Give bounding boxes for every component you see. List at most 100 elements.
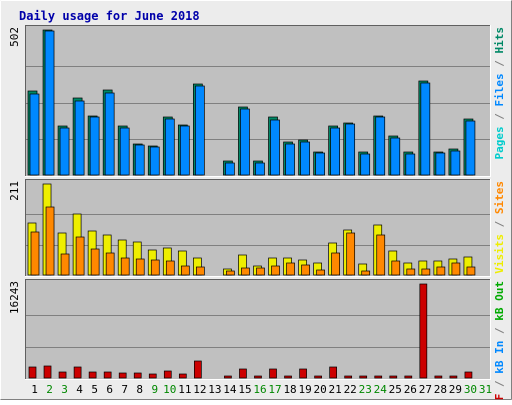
bar-sites-day-22 xyxy=(346,232,356,276)
x-tick-label: 20 xyxy=(314,383,327,396)
bar-sites-day-17 xyxy=(271,265,280,276)
bar-files-day-21 xyxy=(330,127,340,176)
bar-sites-day-1 xyxy=(30,231,40,276)
x-tick-label: 17 xyxy=(268,383,281,396)
bar-files-day-10 xyxy=(164,118,175,176)
bar-sites-day-25 xyxy=(391,260,401,276)
bar-sites-day-4 xyxy=(75,236,85,276)
x-tick-label: 28 xyxy=(434,383,447,396)
bar-files-day-1 xyxy=(29,93,40,176)
bar-sites-day-11 xyxy=(180,265,190,276)
bar-files-day-8 xyxy=(134,144,145,176)
series-legend: Visits / Sites xyxy=(493,181,506,274)
bar-kbytes-day-28 xyxy=(434,375,443,379)
x-tick-label: 26 xyxy=(404,383,417,396)
bar-sites-day-5 xyxy=(90,248,100,276)
bar-sites-day-24 xyxy=(376,234,386,276)
x-tick-label: 11 xyxy=(178,383,191,396)
x-tick-label: 10 xyxy=(163,383,176,396)
bar-files-day-24 xyxy=(375,116,386,176)
bar-sites-day-16 xyxy=(256,267,265,276)
x-tick-label: 30 xyxy=(464,383,477,396)
panel-background xyxy=(25,179,491,277)
series-legend: Pages / Files / Hits xyxy=(493,27,506,160)
bar-files-day-28 xyxy=(435,152,446,176)
x-tick-label: 12 xyxy=(193,383,206,396)
bar-kbytes-day-25 xyxy=(389,375,398,379)
bar-kbytes-day-6 xyxy=(103,371,112,379)
bar-kbytes-day-4 xyxy=(73,366,82,379)
bar-kbytes-day-2 xyxy=(43,365,52,379)
bar-files-day-19 xyxy=(300,141,310,176)
bar-sites-day-30 xyxy=(466,266,476,276)
panel-1: 502 Pages / Files / Hits xyxy=(8,25,506,177)
bar-sites-day-10 xyxy=(165,260,175,276)
legend-entry: Hits xyxy=(493,27,506,60)
bar-files-day-2 xyxy=(44,30,55,176)
bar-kbytes-day-22 xyxy=(344,375,353,379)
bar-sites-day-2 xyxy=(45,206,55,276)
bar-files-day-7 xyxy=(119,127,130,176)
bar-kbytes-day-16 xyxy=(254,375,262,379)
bar-sites-day-18 xyxy=(286,262,295,276)
bar-sites-day-29 xyxy=(451,262,461,276)
legend-entry: Sites xyxy=(493,181,506,221)
legend-entry: Files xyxy=(493,73,506,113)
bar-kbytes-day-30 xyxy=(464,371,473,379)
bar-files-day-25 xyxy=(390,137,401,176)
bar-files-day-3 xyxy=(59,127,70,176)
bar-sites-day-9 xyxy=(150,259,160,276)
x-tick-label: 23 xyxy=(359,383,372,396)
bar-files-day-16 xyxy=(255,162,265,176)
bar-files-day-15 xyxy=(240,108,250,176)
panel-2: 211 Visits / Sites xyxy=(8,179,506,277)
bar-files-day-18 xyxy=(285,143,295,176)
bar-files-day-17 xyxy=(270,119,280,176)
legend-entry: / xyxy=(493,113,506,127)
chart-title: Daily usage for June 2018 xyxy=(19,9,200,23)
legend-entry: / xyxy=(493,220,506,234)
x-tick-label: 5 xyxy=(91,383,98,396)
bar-kbytes-day-26 xyxy=(404,375,413,379)
x-tick-label: 4 xyxy=(76,383,83,396)
bar-kbytes-day-3 xyxy=(58,371,67,379)
legend-entry: Pages xyxy=(493,126,506,159)
panel-3: 16243 kB F / kB In / kB Out xyxy=(8,279,506,405)
legend-entry: Visits xyxy=(493,234,506,274)
bar-sites-day-19 xyxy=(301,264,310,276)
bar-sites-day-7 xyxy=(120,257,130,276)
legend-entry: / xyxy=(493,380,506,394)
bar-sites-day-3 xyxy=(60,253,70,276)
bar-files-day-27 xyxy=(420,82,431,176)
bar-sites-day-8 xyxy=(135,258,145,276)
x-tick-label: 14 xyxy=(223,383,237,396)
legend-entry: / xyxy=(493,60,506,74)
panel-background xyxy=(25,279,491,380)
bar-files-day-9 xyxy=(149,146,160,176)
bar-kbytes-day-7 xyxy=(118,372,127,379)
x-tick-label: 24 xyxy=(374,383,388,396)
y-max-label: 211 xyxy=(8,181,21,201)
legend-entry: kB F xyxy=(493,394,506,400)
x-tick-label: 8 xyxy=(136,383,143,396)
bar-files-day-12 xyxy=(195,85,205,176)
bar-kbytes-day-10 xyxy=(163,370,172,379)
x-tick-label: 13 xyxy=(208,383,221,396)
bar-sites-day-28 xyxy=(436,266,446,276)
bar-kbytes-day-24 xyxy=(374,375,383,379)
legend-entry: / xyxy=(493,327,506,341)
bar-files-day-4 xyxy=(74,100,85,176)
x-tick-label: 21 xyxy=(329,383,342,396)
x-tick-label: 19 xyxy=(298,383,311,396)
series-legend: kB F / kB In / kB Out xyxy=(493,281,506,400)
x-tick-label: 25 xyxy=(389,383,402,396)
bar-kbytes-day-21 xyxy=(329,366,337,379)
y-max-label: 16243 xyxy=(8,281,21,314)
x-tick-label: 6 xyxy=(106,383,113,396)
bar-sites-day-23 xyxy=(361,270,371,276)
legend-entry: kB Out xyxy=(493,281,506,327)
bar-kbytes-day-20 xyxy=(314,375,322,379)
